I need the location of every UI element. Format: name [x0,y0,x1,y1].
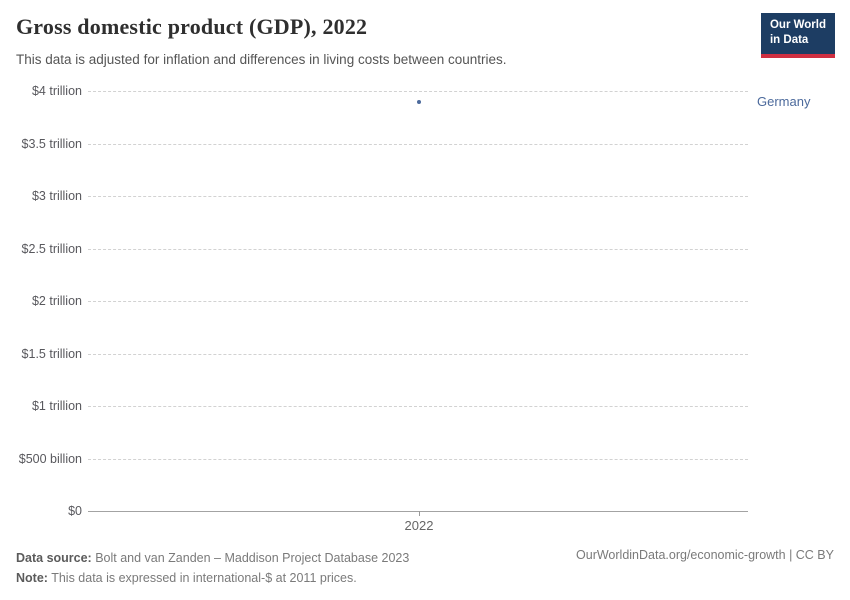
gridline-row-axis: $0 [0,501,748,521]
gridline [88,144,748,145]
page-title: Gross domestic product (GDP), 2022 [16,14,367,40]
data-source-text: Bolt and van Zanden – Maddison Project D… [92,551,410,565]
gridline-row: $3.5 trillion [0,134,748,154]
data-source-label: Data source: [16,551,92,565]
x-tick-label: 2022 [389,518,449,533]
page-subtitle: This data is adjusted for inflation and … [16,52,507,67]
gridline-row: $2 trillion [0,291,748,311]
y-tick-label: $2.5 trillion [0,242,82,256]
y-tick-label: $3.5 trillion [0,137,82,151]
gridline-row: $500 billion [0,449,748,469]
note-label: Note: [16,571,48,585]
owid-logo-line2: in Data [770,33,826,48]
footer-source-note: Data source: Bolt and van Zanden – Maddi… [16,548,409,588]
footer-link[interactable]: OurWorldinData.org/economic-growth | CC … [576,548,834,562]
gridline [88,196,748,197]
y-tick-label: $1 trillion [0,399,82,413]
gridline-row: $2.5 trillion [0,239,748,259]
gridline-row: $1 trillion [0,396,748,416]
owid-logo[interactable]: Our World in Data [761,13,835,58]
chart-page: Gross domestic product (GDP), 2022 This … [0,0,850,600]
data-point[interactable] [417,100,421,104]
entity-label: Germany [757,94,810,109]
owid-logo-line1: Our World [770,18,826,33]
gridline-row: $4 trillion [0,81,748,101]
y-tick-label: $500 billion [0,452,82,466]
gridline [88,459,748,460]
y-tick-label: $1.5 trillion [0,347,82,361]
y-tick-label: $2 trillion [0,294,82,308]
x-axis-line [88,511,748,512]
gridline-row: $1.5 trillion [0,344,748,364]
y-tick-label: $4 trillion [0,84,82,98]
gridline [88,249,748,250]
y-tick-label: $0 [0,504,82,518]
x-tick-mark [419,511,420,516]
gridline [88,354,748,355]
gridline [88,91,748,92]
note-text: This data is expressed in international-… [48,571,357,585]
note-line: Note: This data is expressed in internat… [16,568,409,588]
gridline [88,406,748,407]
gridline-row: $3 trillion [0,186,748,206]
data-source-line: Data source: Bolt and van Zanden – Maddi… [16,548,409,568]
y-tick-label: $3 trillion [0,189,82,203]
gridline [88,301,748,302]
